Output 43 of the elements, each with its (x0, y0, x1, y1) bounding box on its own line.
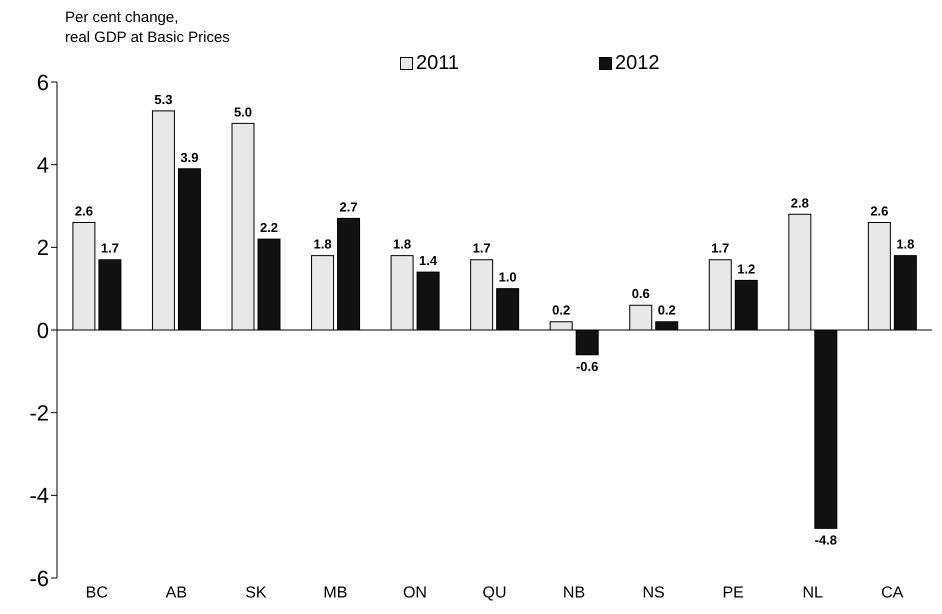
y-axis-title: Per cent change, real GDP at Basic Prices (65, 8, 230, 48)
data-label: -4.8 (814, 532, 838, 548)
data-label: 1.7 (100, 240, 119, 256)
y-tick-label: 4 (36, 152, 49, 178)
x-tick-label: QU (482, 584, 506, 602)
legend-label: 2012 (615, 52, 660, 75)
data-label: 2.2 (260, 220, 278, 236)
y-tick-label: 0 (36, 318, 49, 343)
y-tick-label: 6 (36, 70, 49, 95)
x-tick-label: AB (166, 584, 187, 602)
data-label: 1.8 (393, 236, 412, 252)
data-label: 5.0 (234, 104, 252, 120)
x-tick-label: NL (802, 584, 824, 602)
y-tick-label: 2 (36, 235, 49, 260)
x-tick-label: ON (402, 584, 427, 602)
data-label: 1.8 (314, 236, 332, 252)
data-label: 0.2 (658, 302, 676, 318)
data-label: 2.6 (74, 204, 93, 219)
data-label: 1.2 (737, 261, 756, 276)
data-label: 3.9 (180, 150, 198, 165)
data-label: 2.7 (340, 199, 358, 214)
data-label: 1.8 (896, 236, 914, 252)
data-label: 1.7 (711, 240, 730, 256)
y-tick-label: -2 (29, 400, 49, 426)
x-tick-label: NB (562, 584, 586, 602)
data-label: 5.3 (154, 92, 172, 107)
x-tick-label: CA (881, 584, 904, 602)
x-tick-label: MB (323, 584, 348, 602)
x-tick-label: SK (245, 584, 267, 602)
data-label: 0.6 (632, 286, 650, 302)
x-tick-label: NS (642, 584, 665, 602)
x-tick-label: PE (722, 584, 744, 602)
y-tick-label: -4 (29, 483, 49, 508)
x-tick-label: BC (86, 584, 108, 602)
data-label: 2.8 (790, 195, 809, 210)
y-tick-label: -6 (29, 566, 49, 591)
data-label: 0.2 (552, 302, 570, 318)
data-label: 2.6 (870, 204, 888, 219)
legend-label: 2011 (416, 52, 460, 75)
data-label: 1.0 (498, 270, 517, 285)
data-label: -0.6 (576, 358, 598, 374)
data-label: 1.7 (472, 240, 491, 256)
data-label: 1.4 (419, 253, 438, 268)
